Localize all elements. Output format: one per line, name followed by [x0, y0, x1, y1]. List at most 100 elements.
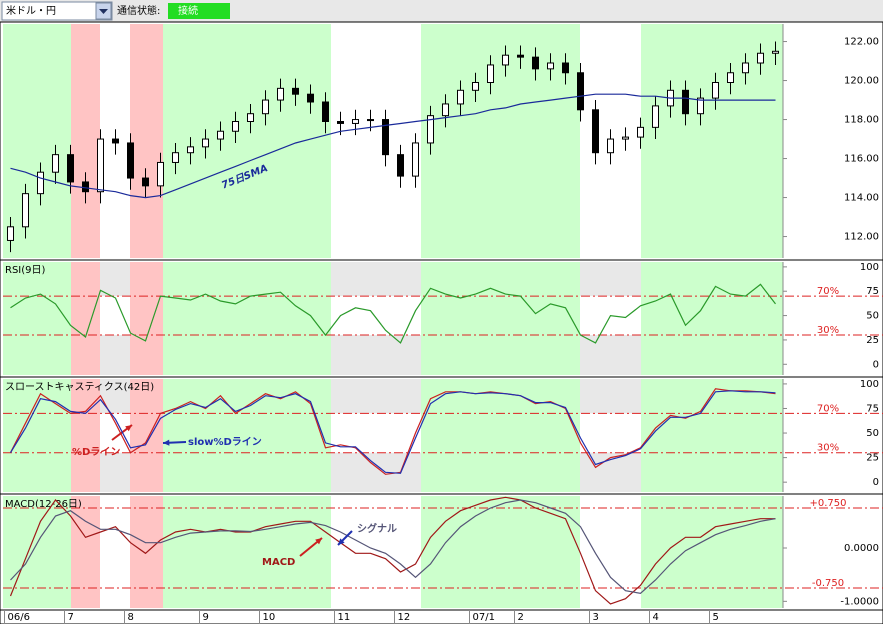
candle-body: [217, 130, 224, 140]
candle-body: [682, 89, 689, 115]
panel-title: RSI(9日): [5, 265, 46, 276]
status-box: [168, 3, 230, 19]
candle-body: [52, 154, 59, 173]
series-label: シグナル: [357, 522, 397, 535]
signal-column: [163, 379, 331, 492]
signal-column: [641, 262, 783, 375]
candle-body: [367, 119, 374, 122]
candle-body: [232, 121, 239, 132]
y-tick-label: 50: [866, 311, 879, 322]
signal-column: [163, 262, 331, 375]
y-tick-label: 114.00: [844, 193, 879, 204]
pair-label: 米ドル・円: [6, 4, 56, 17]
candle-body: [772, 50, 779, 54]
reference-label: 30%: [817, 443, 839, 454]
candle-body: [502, 54, 509, 66]
signal-column: [421, 379, 580, 492]
signal-column: [3, 262, 71, 375]
candle-body: [382, 119, 389, 156]
series-line: [9, 390, 776, 474]
x-tick-label: 7: [68, 612, 74, 623]
pair-select[interactable]: [1, 1, 113, 21]
x-tick-label: 07/1: [473, 612, 495, 623]
x-tick-label: 4: [653, 612, 659, 623]
candle-body: [157, 161, 164, 187]
candle-body: [397, 154, 404, 177]
y-tick-label: 120.00: [844, 76, 879, 87]
candle-body: [352, 119, 359, 124]
candle-body: [262, 99, 269, 115]
signal-column: [71, 262, 100, 375]
series-label: MACD: [262, 557, 295, 568]
candle-body: [697, 97, 704, 115]
candle-body: [517, 54, 524, 58]
signal-column: [421, 24, 580, 258]
y-tick-label: -1.0000: [840, 596, 879, 607]
candle-body: [757, 52, 764, 64]
x-tick-label: 10: [263, 612, 276, 623]
candle-body: [547, 62, 554, 70]
candle-body: [742, 62, 749, 74]
candle-body: [427, 115, 434, 144]
x-tick-label: 8: [128, 612, 134, 623]
reference-label: +0.750: [809, 498, 846, 509]
reference-label: 70%: [817, 286, 839, 297]
candle-body: [562, 62, 569, 74]
candle-body: [652, 105, 659, 128]
series-label: %Dライン: [72, 446, 120, 458]
y-tick-label: 112.00: [844, 232, 879, 243]
x-tick-label: 5: [713, 612, 719, 623]
signal-column: [130, 24, 163, 258]
candle-body: [142, 177, 149, 187]
candle-body: [7, 226, 14, 241]
x-tick-label: 2: [518, 612, 524, 623]
arrow-head: [163, 439, 170, 446]
signal-column: [641, 496, 783, 608]
signal-column: [71, 24, 100, 258]
y-tick-label: 100: [860, 262, 879, 273]
signal-column: [130, 262, 163, 375]
status-label: 通信状態:: [117, 4, 160, 17]
x-tick-label: 3: [593, 612, 599, 623]
y-tick-label: 122.00: [844, 37, 879, 48]
candle-body: [202, 138, 209, 148]
arrow-head: [338, 538, 345, 545]
reference-label: 70%: [817, 403, 839, 414]
status-text: 接続: [178, 4, 198, 17]
candle-body: [37, 171, 44, 195]
y-tick-label: 0.0000: [844, 543, 879, 554]
reference-label: 30%: [817, 325, 839, 336]
series-line: [10, 283, 776, 344]
panel-title: MACD(12-26日): [5, 499, 82, 510]
candle-body: [277, 87, 284, 101]
candle-body: [127, 142, 134, 179]
y-tick-label: 116.00: [844, 154, 879, 165]
candle-body: [472, 82, 479, 91]
y-tick-label: 100: [860, 379, 879, 390]
candle-body: [412, 142, 419, 177]
candle-body: [112, 138, 119, 144]
candle-body: [607, 138, 614, 154]
candle-body: [22, 193, 29, 228]
series-line: [10, 93, 776, 199]
x-tick-label: 11: [338, 612, 351, 623]
candle-body: [67, 154, 74, 183]
y-tick-label: 75: [866, 286, 879, 297]
candle-body: [532, 56, 539, 70]
x-tick-label: 9: [203, 612, 209, 623]
y-tick-label: 0: [873, 359, 879, 370]
reference-label: -0.750: [812, 578, 844, 589]
candle-body: [82, 181, 89, 193]
x-tick-label: 06/6: [8, 612, 30, 623]
y-tick-label: 118.00: [844, 115, 879, 126]
candle-body: [187, 146, 194, 154]
candle-body: [292, 87, 299, 95]
arrow-head: [315, 538, 322, 545]
candle-body: [97, 138, 104, 193]
series-label: slow%Dライン: [188, 436, 262, 448]
signal-column: [163, 24, 331, 258]
candle-body: [337, 121, 344, 124]
signal-column: [3, 24, 71, 258]
candle-body: [172, 152, 179, 163]
